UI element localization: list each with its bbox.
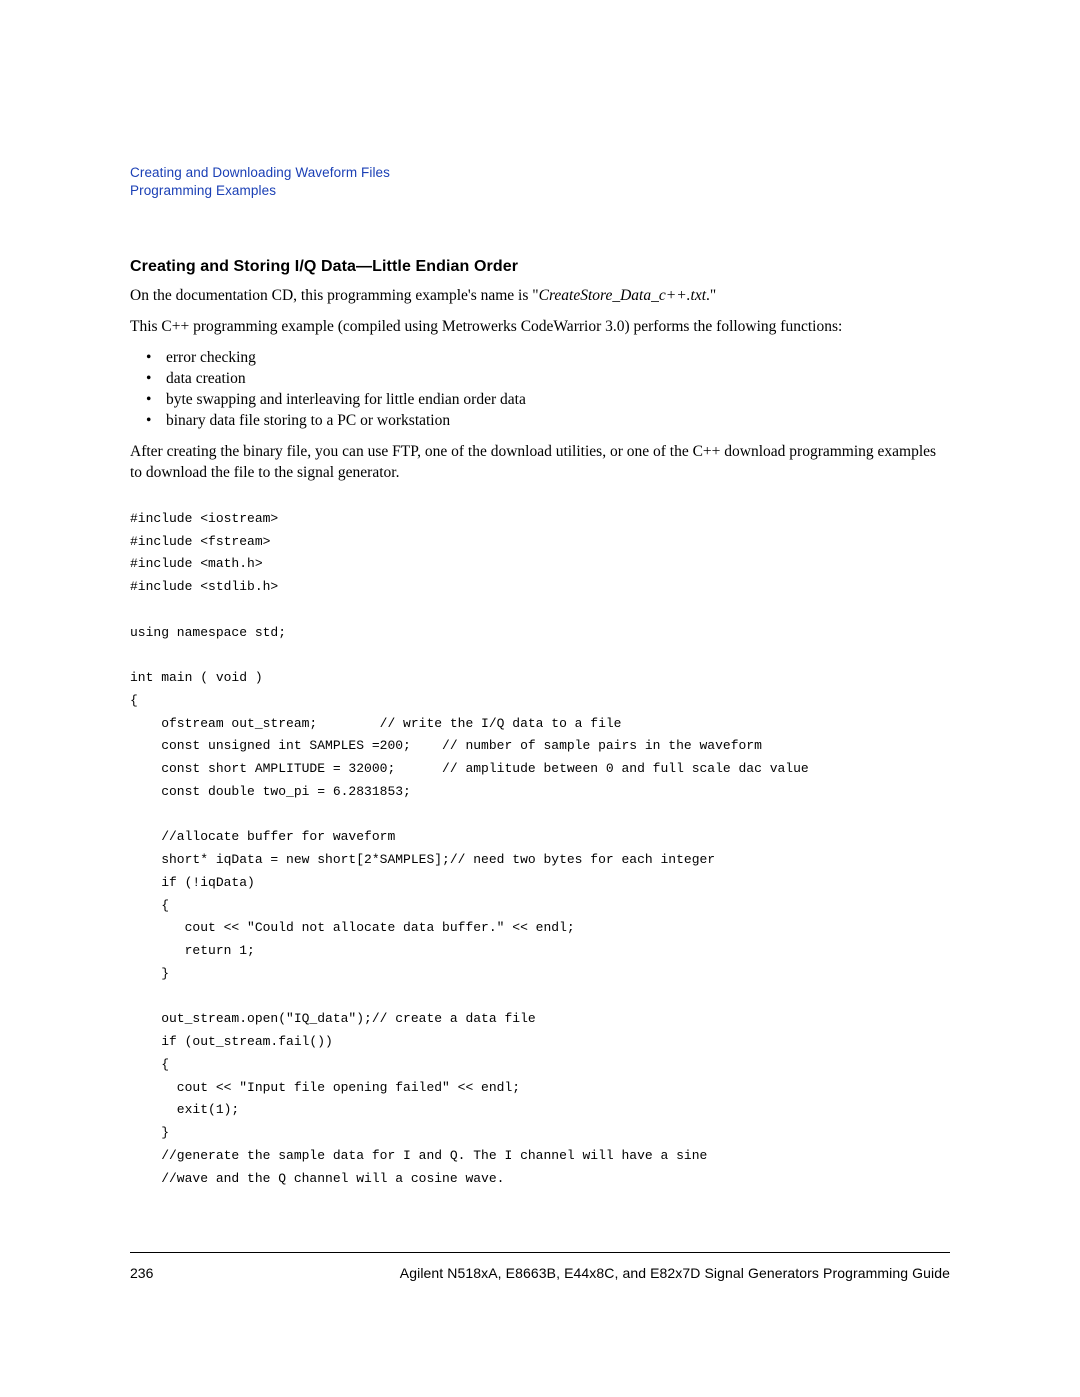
section-heading: Creating and Storing I/Q Data—Little End…	[130, 258, 950, 276]
footer-row: 236 Agilent N518xA, E8663B, E44x8C, and …	[130, 1265, 950, 1281]
list-item: byte swapping and interleaving for littl…	[152, 390, 950, 411]
running-header: Creating and Downloading Waveform Files …	[130, 164, 950, 200]
desc-paragraph: This C++ programming example (compiled u…	[130, 317, 950, 338]
list-item: binary data file storing to a PC or work…	[152, 411, 950, 432]
list-item: error checking	[152, 348, 950, 369]
intro-suffix: ."	[706, 287, 716, 304]
header-line-2: Programming Examples	[130, 182, 950, 200]
header-line-1: Creating and Downloading Waveform Files	[130, 164, 950, 182]
after-paragraph: After creating the binary file, you can …	[130, 442, 950, 484]
page-footer: 236 Agilent N518xA, E8663B, E44x8C, and …	[130, 1252, 950, 1281]
intro-paragraph: On the documentation CD, this programmin…	[130, 286, 950, 307]
bullet-list: error checking data creation byte swappi…	[130, 348, 950, 432]
page: Creating and Downloading Waveform Files …	[0, 0, 1080, 1397]
intro-prefix: On the documentation CD, this programmin…	[130, 287, 539, 304]
list-item: data creation	[152, 369, 950, 390]
page-number: 236	[130, 1265, 153, 1281]
intro-filename: CreateStore_Data_c++.txt	[539, 287, 706, 304]
footer-title: Agilent N518xA, E8663B, E44x8C, and E82x…	[400, 1265, 950, 1281]
code-block: #include <iostream> #include <fstream> #…	[130, 508, 950, 1191]
